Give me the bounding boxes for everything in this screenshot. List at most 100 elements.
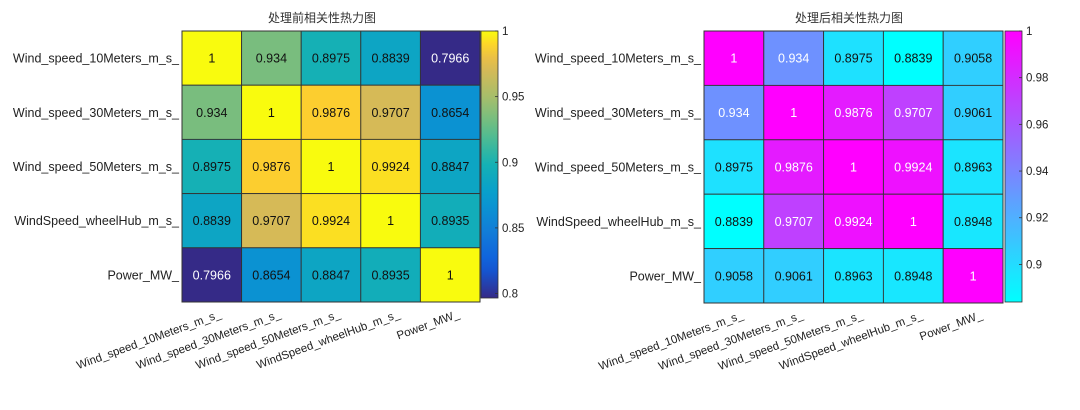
heatmap-cell-label: 0.8935 xyxy=(371,268,409,282)
heatmap-cell-label: 1 xyxy=(268,106,275,120)
heatmap-cell-label: 0.9924 xyxy=(312,214,350,228)
heatmap-cell-label: 0.8975 xyxy=(834,52,872,66)
heatmap-cell xyxy=(241,193,302,249)
heatmap-cell-label: 0.8948 xyxy=(894,269,932,283)
row-label: WindSpeed_wheelHub_m_s_ xyxy=(536,215,702,229)
heatmap-cell-label: 0.934 xyxy=(256,52,287,66)
heatmap-cell-label: 1 xyxy=(850,161,857,175)
heatmap-cell-label: 0.8948 xyxy=(954,215,992,229)
heatmap-cell-label: 0.9876 xyxy=(312,106,350,120)
heatmap-cell xyxy=(823,248,884,304)
heatmap-cell-label: 0.9924 xyxy=(834,215,872,229)
heatmap-before-cells: 1 0.934 0.8975 0.8839 0.7966 0.934 1 0.9876 0.97… xyxy=(181,30,481,303)
colorbar-tick-label: 0.9 xyxy=(502,157,518,169)
heatmap-cell-label: 0.9707 xyxy=(371,106,409,120)
heatmap-cell xyxy=(241,30,302,86)
colorbar-tick-label: 0.94 xyxy=(1026,166,1049,178)
colorbar-tick-label: 1 xyxy=(502,26,508,38)
heatmap-after-col-labels: Wind_speed_10Meters_m_s_Wind_speed_30Met… xyxy=(597,309,984,373)
heatmap-cell-label: 0.9924 xyxy=(894,161,932,175)
heatmap-cell-label: 1 xyxy=(910,215,917,229)
heatmap-cell xyxy=(419,193,481,249)
heatmap-cell xyxy=(360,138,421,195)
heatmap-cell-label: 0.7966 xyxy=(431,52,469,66)
colorbar-after-gradient xyxy=(1004,30,1023,303)
heatmap-cell-label: 0.8975 xyxy=(193,160,231,174)
heatmap-cell-label: 0.9058 xyxy=(715,269,753,283)
colorbar-tick-label: 0.96 xyxy=(1026,119,1048,131)
heatmap-cell xyxy=(882,84,944,141)
heatmap-cell-label: 1 xyxy=(730,52,737,66)
row-label: WindSpeed_wheelHub_m_s_ xyxy=(14,214,180,228)
heatmap-cell-label: 0.8935 xyxy=(431,214,469,228)
heatmap-cell-label: 0.8839 xyxy=(371,52,409,66)
heatmap-cell xyxy=(882,248,944,304)
heatmap-before-col-labels: Wind_speed_10Meters_m_s_Wind_speed_30Met… xyxy=(75,308,462,372)
colorbar-before-gradient xyxy=(480,30,499,299)
heatmap-cell xyxy=(703,30,765,86)
heatmap-cell-label: 0.8847 xyxy=(431,160,469,174)
heatmap-cell-label: 0.8963 xyxy=(834,269,872,283)
heatmap-cell xyxy=(360,30,421,86)
heatmap-after-title: 处理后相关性热力图 xyxy=(795,11,903,25)
heatmap-cell-label: 0.8654 xyxy=(431,106,469,120)
heatmap-cell xyxy=(241,247,302,303)
heatmap-cell-label: 1 xyxy=(387,214,394,228)
heatmap-cell-label: 0.8839 xyxy=(715,215,753,229)
heatmap-cell-label: 0.7966 xyxy=(193,268,231,282)
heatmap-cell xyxy=(763,248,825,304)
heatmap-cell-label: 0.8839 xyxy=(193,214,231,228)
heatmap-cell-label: 0.934 xyxy=(196,106,227,120)
heatmap-cell-label: 0.9061 xyxy=(775,269,813,283)
heatmap-cell xyxy=(823,84,884,141)
heatmap-border xyxy=(181,30,481,303)
heatmap-cell-label: 1 xyxy=(328,160,335,174)
heatmap-cell-label: 1 xyxy=(970,269,977,283)
heatmap-cell-label: 0.9876 xyxy=(834,106,872,120)
colorbar-tick-label: 0.9 xyxy=(1026,259,1042,271)
heatmap-cell xyxy=(823,30,884,86)
heatmap-cell-label: 1 xyxy=(790,106,797,120)
heatmap-cell-label: 0.934 xyxy=(718,106,749,120)
heatmap-after-cells: 1 0.934 0.8975 0.8839 0.9058 0.934 1 0.9876 0.97… xyxy=(703,30,1004,304)
heatmap-cell-label: 1 xyxy=(447,268,454,282)
colorbar-tick-label: 0.92 xyxy=(1026,213,1048,225)
heatmap-cell xyxy=(419,247,481,303)
heatmap-cell-label: 0.8839 xyxy=(894,52,932,66)
heatmap-cell-label: 0.9058 xyxy=(954,52,992,66)
row-label: Wind_speed_30Meters_m_s_ xyxy=(13,106,180,120)
column-label: Power_MW_ xyxy=(395,308,462,342)
heatmap-after-colorbar: 0.9 0.92 0.94 0.96 0.98 1 xyxy=(1004,26,1049,303)
heatmap-before-title: 处理前相关性热力图 xyxy=(268,10,376,25)
heatmap-cell-label: 0.9924 xyxy=(371,160,409,174)
heatmap-cell xyxy=(300,193,362,249)
heatmap-cell xyxy=(181,30,243,86)
heatmap-cell-label: 0.8975 xyxy=(715,161,753,175)
heatmap-cell xyxy=(300,84,362,140)
row-label: Wind_speed_30Meters_m_s_ xyxy=(535,106,702,120)
heatmap-after-row-labels: Wind_speed_10Meters_m_s_ Wind_speed_30Met… xyxy=(535,52,702,284)
heatmap-cell xyxy=(763,84,825,141)
heatmap-cell-label: 0.9061 xyxy=(954,106,992,120)
heatmap-cell-label: 0.8975 xyxy=(312,52,350,66)
row-label: Wind_speed_50Meters_m_s_ xyxy=(535,161,702,175)
heatmap-cell-label: 0.8654 xyxy=(252,268,290,282)
heatmap-cell-label: 0.9707 xyxy=(894,106,932,120)
heatmap-cell xyxy=(300,247,362,303)
column-label: Power_MW_ xyxy=(918,309,985,343)
colorbar-tick-label: 0.95 xyxy=(502,92,524,104)
colorbar-tick-label: 0.98 xyxy=(1026,73,1048,85)
heatmap-cell xyxy=(360,193,421,249)
row-label: Wind_speed_10Meters_m_s_ xyxy=(13,52,180,66)
heatmap-before-colorbar: 0.8 0.85 0.9 0.95 1 xyxy=(480,26,524,301)
row-label: Power_MW_ xyxy=(629,269,702,283)
heatmap-cell xyxy=(419,84,481,140)
heatmap-cell xyxy=(181,247,243,303)
heatmap-cell-label: 0.934 xyxy=(778,52,809,66)
heatmap-before-row-labels: Wind_speed_10Meters_m_s_ Wind_speed_30Met… xyxy=(13,52,180,283)
colorbar-tick-label: 0.85 xyxy=(502,223,524,235)
colorbar-tick-label: 0.8 xyxy=(502,289,518,301)
heatmap-cell xyxy=(882,193,944,250)
